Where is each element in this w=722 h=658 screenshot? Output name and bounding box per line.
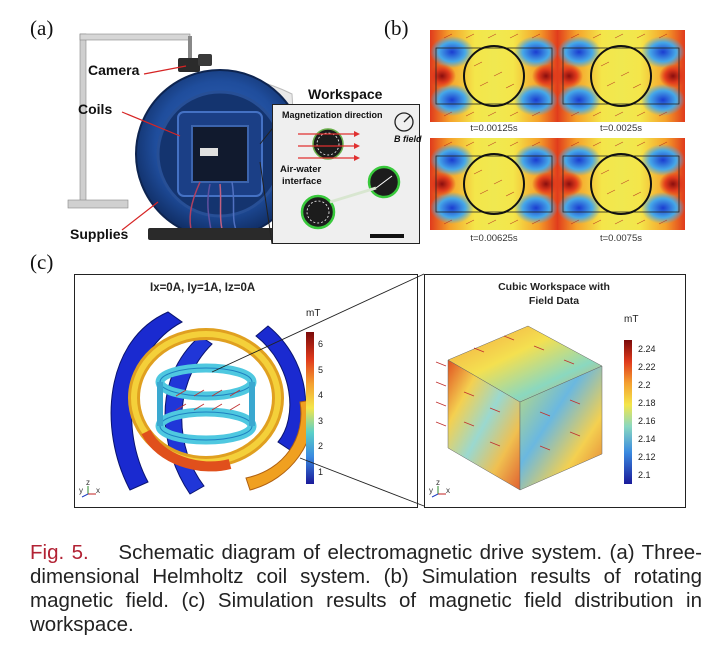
workspace-label: Workspace: [308, 86, 383, 102]
camera-label: Camera: [88, 62, 140, 78]
supplies-label: Supplies: [70, 226, 129, 242]
time-label-1: t=0.00125s: [470, 123, 518, 134]
left-colorbar-unit: mT: [306, 308, 321, 319]
magnetization-label: Magnetization direction: [282, 110, 383, 120]
right-colorbar-unit: mT: [624, 314, 639, 325]
left-axis-y: y: [79, 486, 83, 495]
right-axis-y: y: [429, 486, 433, 495]
caption-figure-number: Fig. 5.: [30, 541, 89, 564]
coils-label: Coils: [78, 101, 113, 117]
time-label-2: t=0.0025s: [600, 123, 642, 134]
cubic-title: Cubic Workspace with Field Data: [498, 281, 610, 307]
panel-label-a: (a): [30, 16, 54, 40]
left-axis-z: z: [86, 478, 90, 487]
right-colorbar: [624, 340, 632, 484]
figure-caption: Fig. 5. Schematic diagram of electromagn…: [30, 541, 702, 637]
right-colorbar-ticks: 2.24 2.22 2.2 2.18 2.16 2.14 2.12 2.1: [638, 344, 656, 480]
air-water-label: Air-water: [280, 164, 322, 175]
workspace-inset: [272, 104, 420, 244]
current-title: Ix=0A, Iy=1A, Iz=0A: [150, 282, 256, 294]
left-axis-x: x: [96, 486, 100, 495]
left-colorbar-ticks: 6 5 4 3 2 1: [318, 339, 324, 477]
right-axis-x: x: [446, 486, 450, 495]
interface-label: interface: [282, 176, 322, 187]
cubic-workspace-model: [435, 325, 603, 491]
time-label-4: t=0.0075s: [600, 233, 642, 244]
panel-label-c: (c): [30, 250, 54, 274]
caption-text: Schematic diagram of electromagnetic dri…: [30, 541, 703, 636]
right-axis-z: z: [436, 478, 440, 487]
right-axis-triad: [431, 486, 446, 498]
b-field-label: B field: [394, 134, 422, 144]
time-label-3: t=0.00625s: [470, 233, 518, 244]
zoom-connector-lines: [211, 273, 425, 507]
panel-label-b: (b): [384, 16, 409, 40]
left-axis-triad: [81, 486, 96, 498]
left-colorbar: [306, 332, 314, 484]
coil-3d-model: [110, 311, 314, 495]
